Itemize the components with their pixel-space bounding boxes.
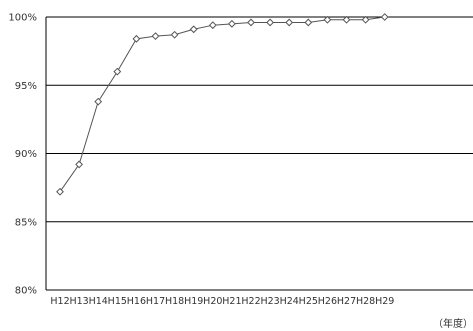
y-tick-labels: 80% 85% 90% 95% 100% xyxy=(8,13,37,297)
data-point xyxy=(208,21,217,30)
y-tick-label: 80% xyxy=(15,286,37,297)
y-tick-label: 85% xyxy=(15,217,37,228)
gridlines xyxy=(46,16,473,291)
x-tick-label: H24 xyxy=(280,296,299,307)
data-point xyxy=(170,30,179,39)
data-point xyxy=(94,97,103,106)
data-point xyxy=(285,18,294,27)
x-tick-label: H16 xyxy=(127,296,146,307)
x-tick-label: H23 xyxy=(260,296,279,307)
data-point xyxy=(75,160,84,169)
x-tick-label: H13 xyxy=(69,296,88,307)
x-tick-label: H22 xyxy=(241,296,260,307)
x-tick-label: H29 xyxy=(375,296,394,307)
x-tick-label: H19 xyxy=(184,296,203,307)
x-tick-label: H12 xyxy=(50,296,69,307)
x-tick-label: H17 xyxy=(146,296,165,307)
y-tick-label: 90% xyxy=(15,149,37,160)
x-tick-label: H18 xyxy=(165,296,184,307)
x-tick-label: H27 xyxy=(337,296,356,307)
data-point xyxy=(380,13,389,21)
x-tick-label: H25 xyxy=(299,296,318,307)
y-tick-label: 95% xyxy=(15,81,37,92)
data-point xyxy=(189,25,198,34)
x-tick-labels: H12 H13 H14 H15 H16 H17 H18 H19 H20 H21 H22 H23 H24 H… xyxy=(50,296,394,307)
series-group xyxy=(56,13,389,196)
data-point xyxy=(304,18,313,27)
x-tick-label: H15 xyxy=(108,296,127,307)
x-tick-label: H28 xyxy=(356,296,375,307)
x-tick-label: H26 xyxy=(318,296,337,307)
data-point xyxy=(266,18,275,27)
data-point xyxy=(227,19,236,28)
data-point xyxy=(361,15,370,24)
series-line xyxy=(59,16,385,193)
data-point xyxy=(342,15,351,24)
data-point xyxy=(247,18,255,27)
data-point xyxy=(132,34,141,43)
x-unit-label: （年度） xyxy=(433,317,473,330)
y-tick-label: 100% xyxy=(8,13,37,24)
data-point xyxy=(151,32,160,41)
data-point xyxy=(56,187,64,196)
x-tick-label: H21 xyxy=(222,296,241,307)
data-point xyxy=(113,67,122,76)
x-tick-label: H20 xyxy=(203,296,222,307)
data-point xyxy=(323,15,332,24)
x-tick-label: H14 xyxy=(89,296,108,307)
